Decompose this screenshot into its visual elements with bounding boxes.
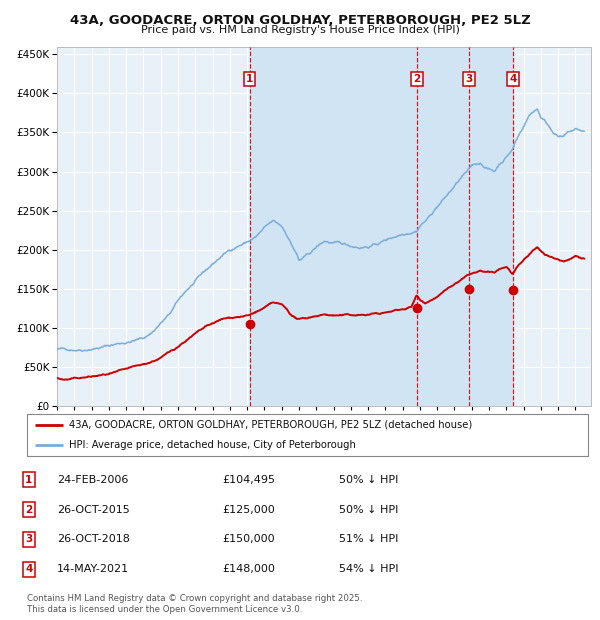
Text: Price paid vs. HM Land Registry's House Price Index (HPI): Price paid vs. HM Land Registry's House …	[140, 25, 460, 35]
Text: £150,000: £150,000	[222, 534, 275, 544]
Text: £148,000: £148,000	[222, 564, 275, 574]
Bar	[250, 46, 513, 406]
Text: Contains HM Land Registry data © Crown copyright and database right 2025.
This d: Contains HM Land Registry data © Crown c…	[27, 595, 362, 614]
Text: 2: 2	[413, 74, 421, 84]
Text: 3: 3	[25, 534, 32, 544]
Text: 54% ↓ HPI: 54% ↓ HPI	[339, 564, 398, 574]
Text: 50% ↓ HPI: 50% ↓ HPI	[339, 505, 398, 515]
Text: £125,000: £125,000	[222, 505, 275, 515]
Text: 2: 2	[25, 505, 32, 515]
Text: 26-OCT-2018: 26-OCT-2018	[57, 534, 130, 544]
Text: 51% ↓ HPI: 51% ↓ HPI	[339, 534, 398, 544]
Text: 50% ↓ HPI: 50% ↓ HPI	[339, 475, 398, 485]
Text: 4: 4	[509, 74, 517, 84]
Text: HPI: Average price, detached house, City of Peterborough: HPI: Average price, detached house, City…	[69, 440, 356, 450]
Text: 3: 3	[465, 74, 472, 84]
Text: 4: 4	[25, 564, 32, 574]
Text: 14-MAY-2021: 14-MAY-2021	[57, 564, 129, 574]
Text: 26-OCT-2015: 26-OCT-2015	[57, 505, 130, 515]
Text: £104,495: £104,495	[222, 475, 275, 485]
Text: 1: 1	[246, 74, 253, 84]
Text: 43A, GOODACRE, ORTON GOLDHAY, PETERBOROUGH, PE2 5LZ: 43A, GOODACRE, ORTON GOLDHAY, PETERBOROU…	[70, 14, 530, 27]
Text: 43A, GOODACRE, ORTON GOLDHAY, PETERBOROUGH, PE2 5LZ (detached house): 43A, GOODACRE, ORTON GOLDHAY, PETERBOROU…	[69, 420, 472, 430]
Text: 1: 1	[25, 475, 32, 485]
Text: 24-FEB-2006: 24-FEB-2006	[57, 475, 128, 485]
